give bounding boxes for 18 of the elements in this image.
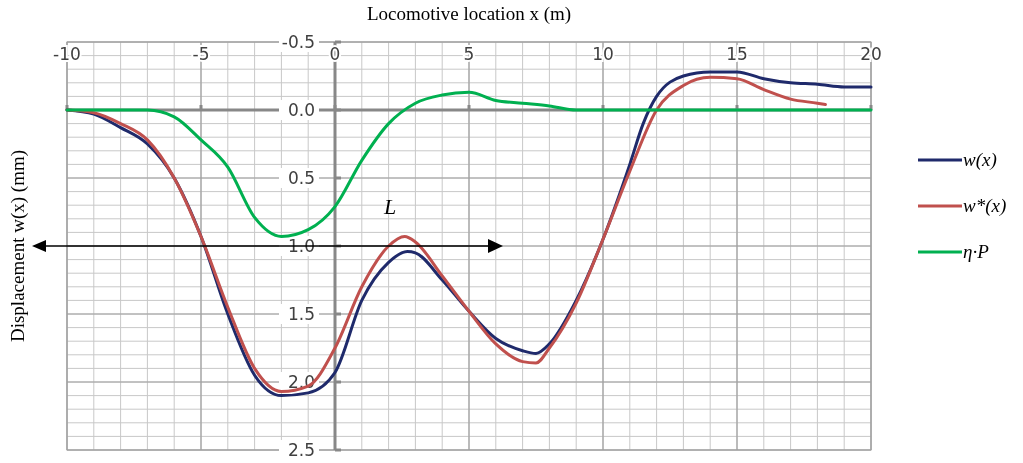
x-axis-title: Locomotive location x (m) [366,3,572,25]
y-tick-label: 0.0 [287,100,315,120]
legend-label: w*(x) [963,195,1007,217]
x-tick-label: -5 [192,44,210,64]
y-tick-label: 2.5 [287,440,315,460]
x-tick-label: 15 [726,44,748,64]
y-tick-label: 1.5 [287,304,315,324]
annotation: L [382,194,397,219]
x-tick-label: 10 [592,44,614,64]
x-tick-label: -10 [53,44,81,64]
y-axis-title: Displacement w(x) (mm) [7,149,29,343]
legend-label: η·P [963,241,990,262]
y-tick-label: 0.5 [287,168,315,188]
legend-label: w(x) [963,149,997,171]
line-series [65,90,873,238]
x-tick-label: 20 [860,44,882,64]
x-tick-label: 5 [463,44,475,64]
y-tick-label: -0.5 [281,32,315,52]
